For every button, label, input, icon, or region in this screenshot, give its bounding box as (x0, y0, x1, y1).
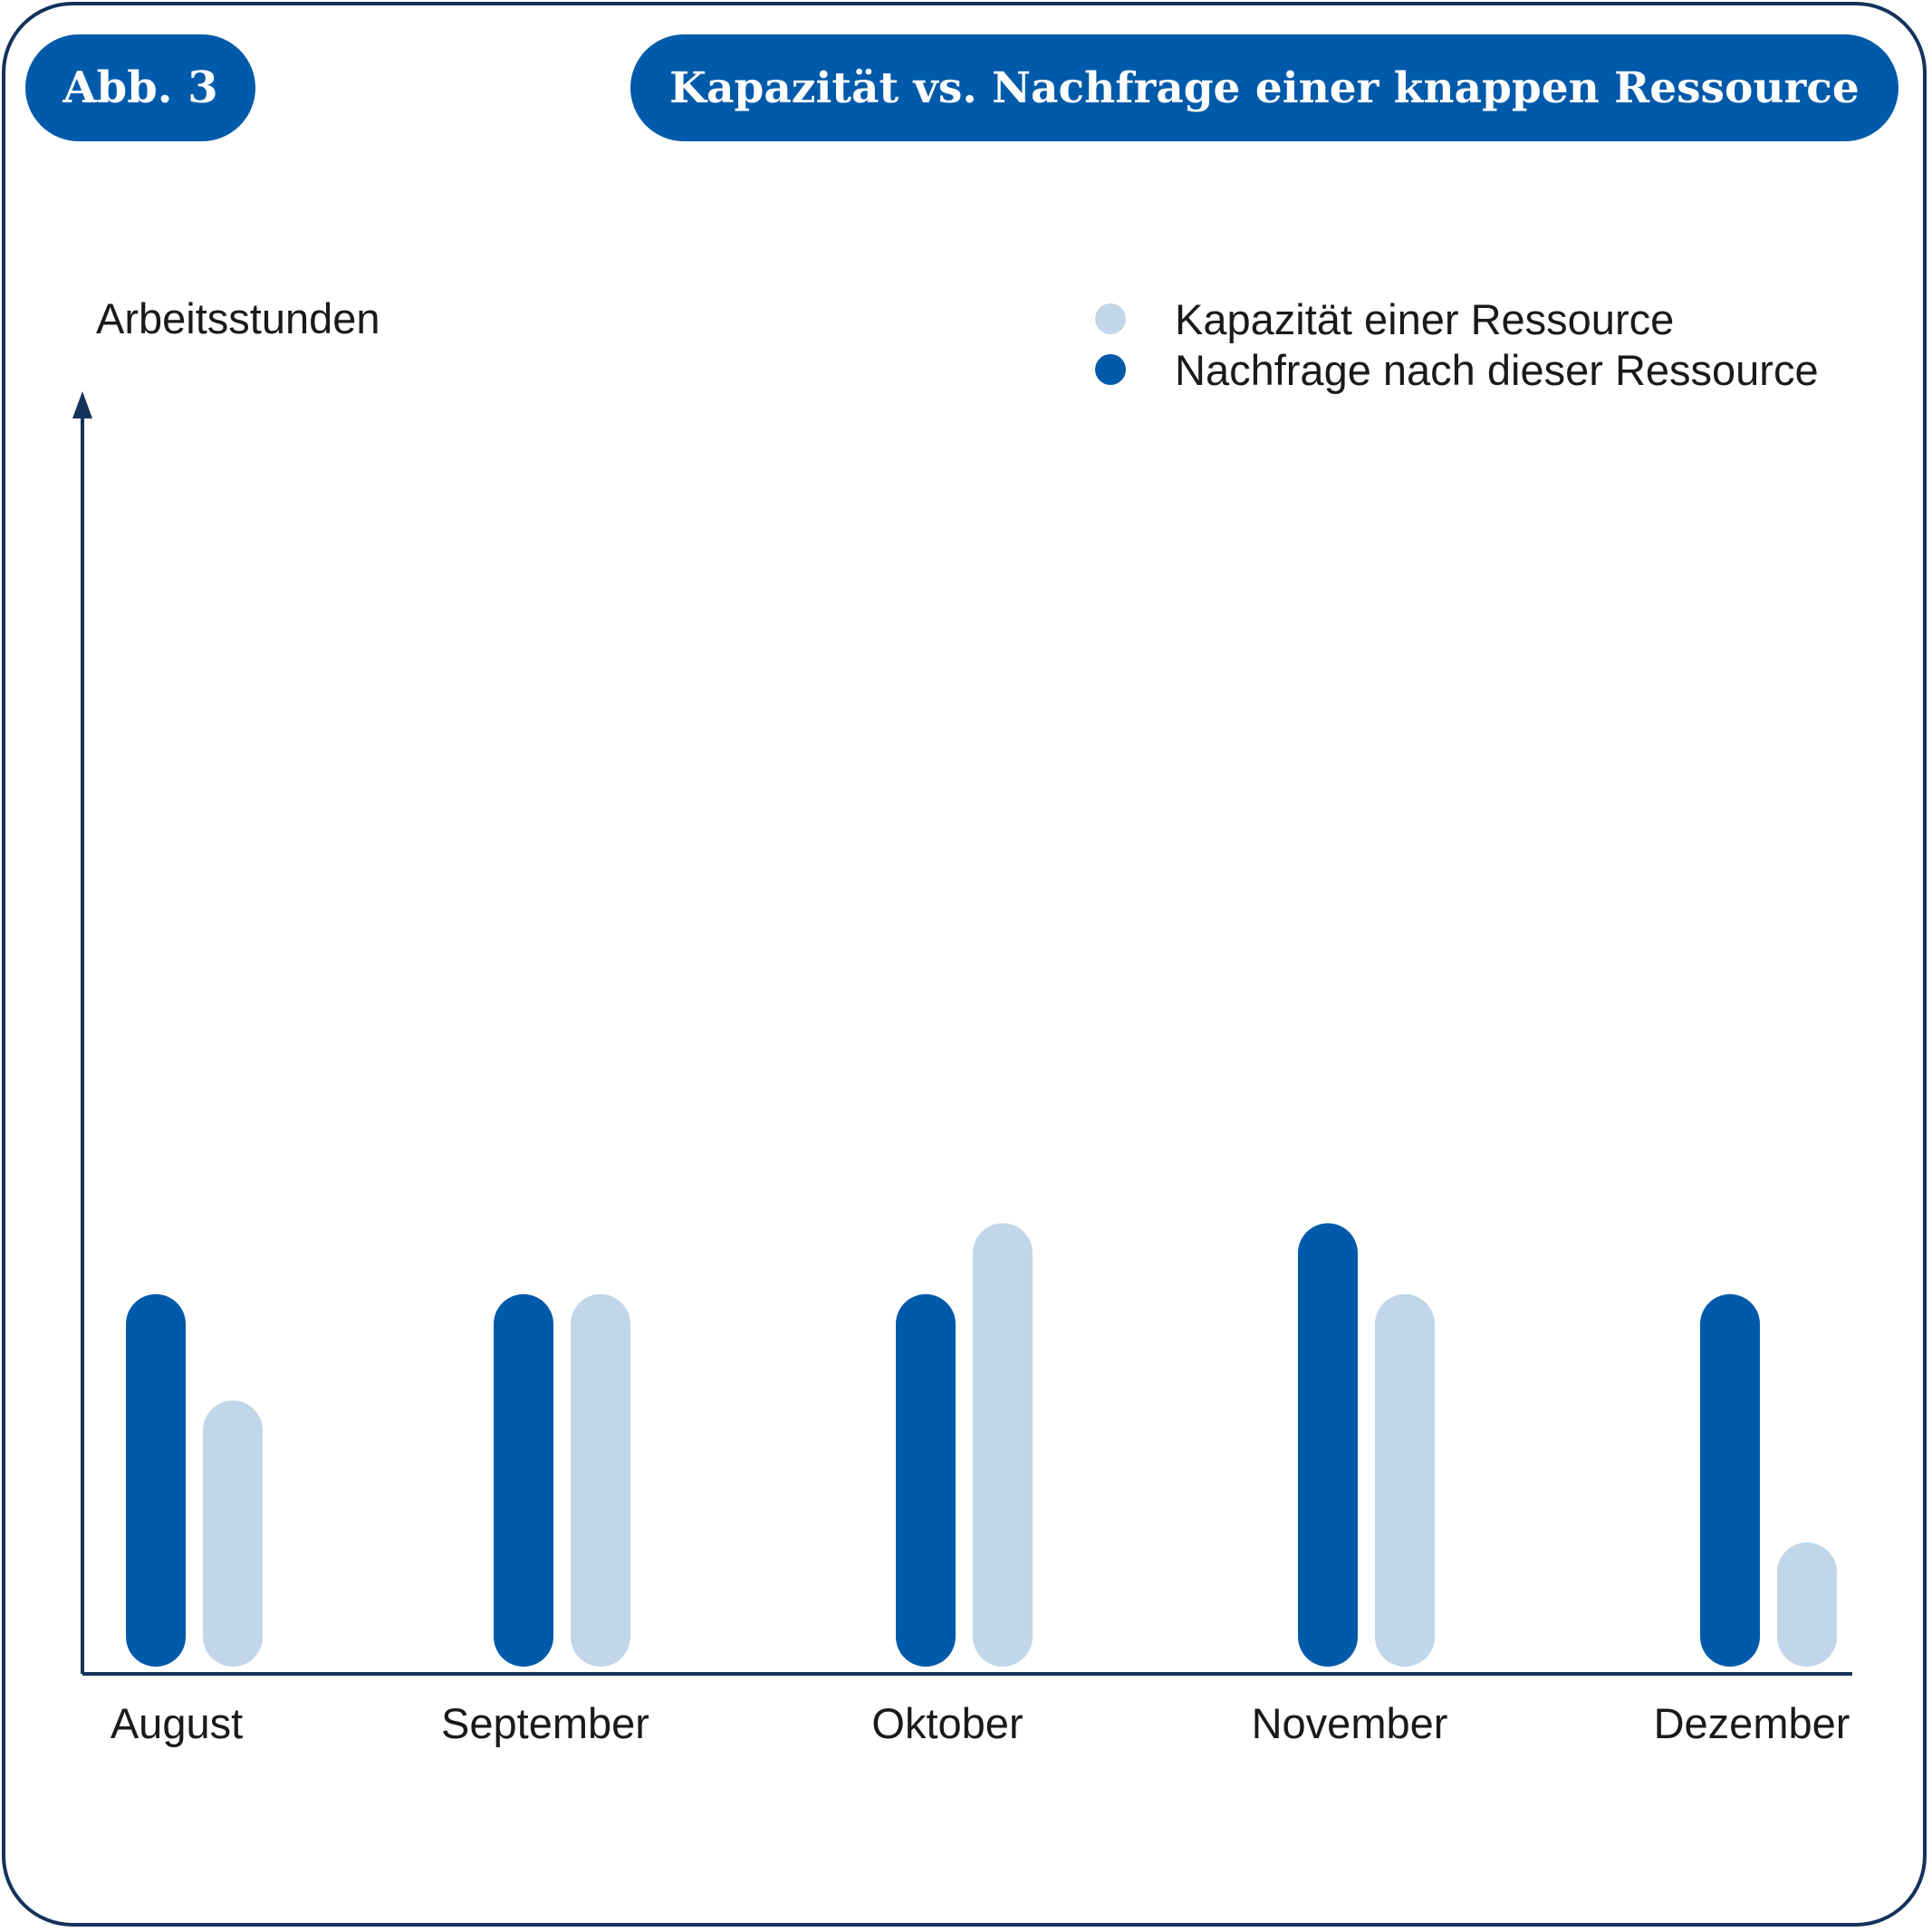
bar-capacity-dezember (1777, 1542, 1837, 1667)
legend-marker-capacity (1095, 303, 1126, 334)
bar-demand-dezember (1700, 1293, 1760, 1667)
bar-capacity-september (571, 1293, 630, 1667)
x-tick-oktober: Oktober (871, 1699, 1023, 1747)
x-tick-august: August (111, 1699, 243, 1747)
bar-demand-november (1298, 1223, 1358, 1667)
y-axis-arrow (72, 391, 92, 418)
x-tick-dezember: Dezember (1654, 1699, 1850, 1747)
legend-label-demand: Nachfrage nach dieser Ressource (1175, 346, 1819, 394)
axes (72, 391, 1852, 1676)
bar-capacity-oktober (973, 1223, 1033, 1667)
bar-demand-august (126, 1293, 186, 1667)
bar-capacity-august (203, 1400, 263, 1667)
x-tick-labels: August September Oktober November Dezember (111, 1699, 1850, 1747)
bar-demand-oktober (896, 1293, 956, 1667)
figure-title: Kapazität vs. Nachfrage einer knappen Re… (630, 34, 1898, 141)
y-axis-label: Arbeitsstunden (96, 294, 380, 342)
x-tick-september: September (441, 1699, 649, 1747)
figure-badge: Abb. 3 (25, 34, 255, 141)
bar-capacity-november (1375, 1293, 1435, 1667)
legend-label-capacity: Kapazität einer Ressource (1175, 295, 1674, 343)
bars (126, 1223, 1837, 1667)
x-tick-november: November (1252, 1699, 1448, 1747)
bar-demand-september (494, 1293, 553, 1667)
legend-marker-demand (1095, 354, 1126, 385)
